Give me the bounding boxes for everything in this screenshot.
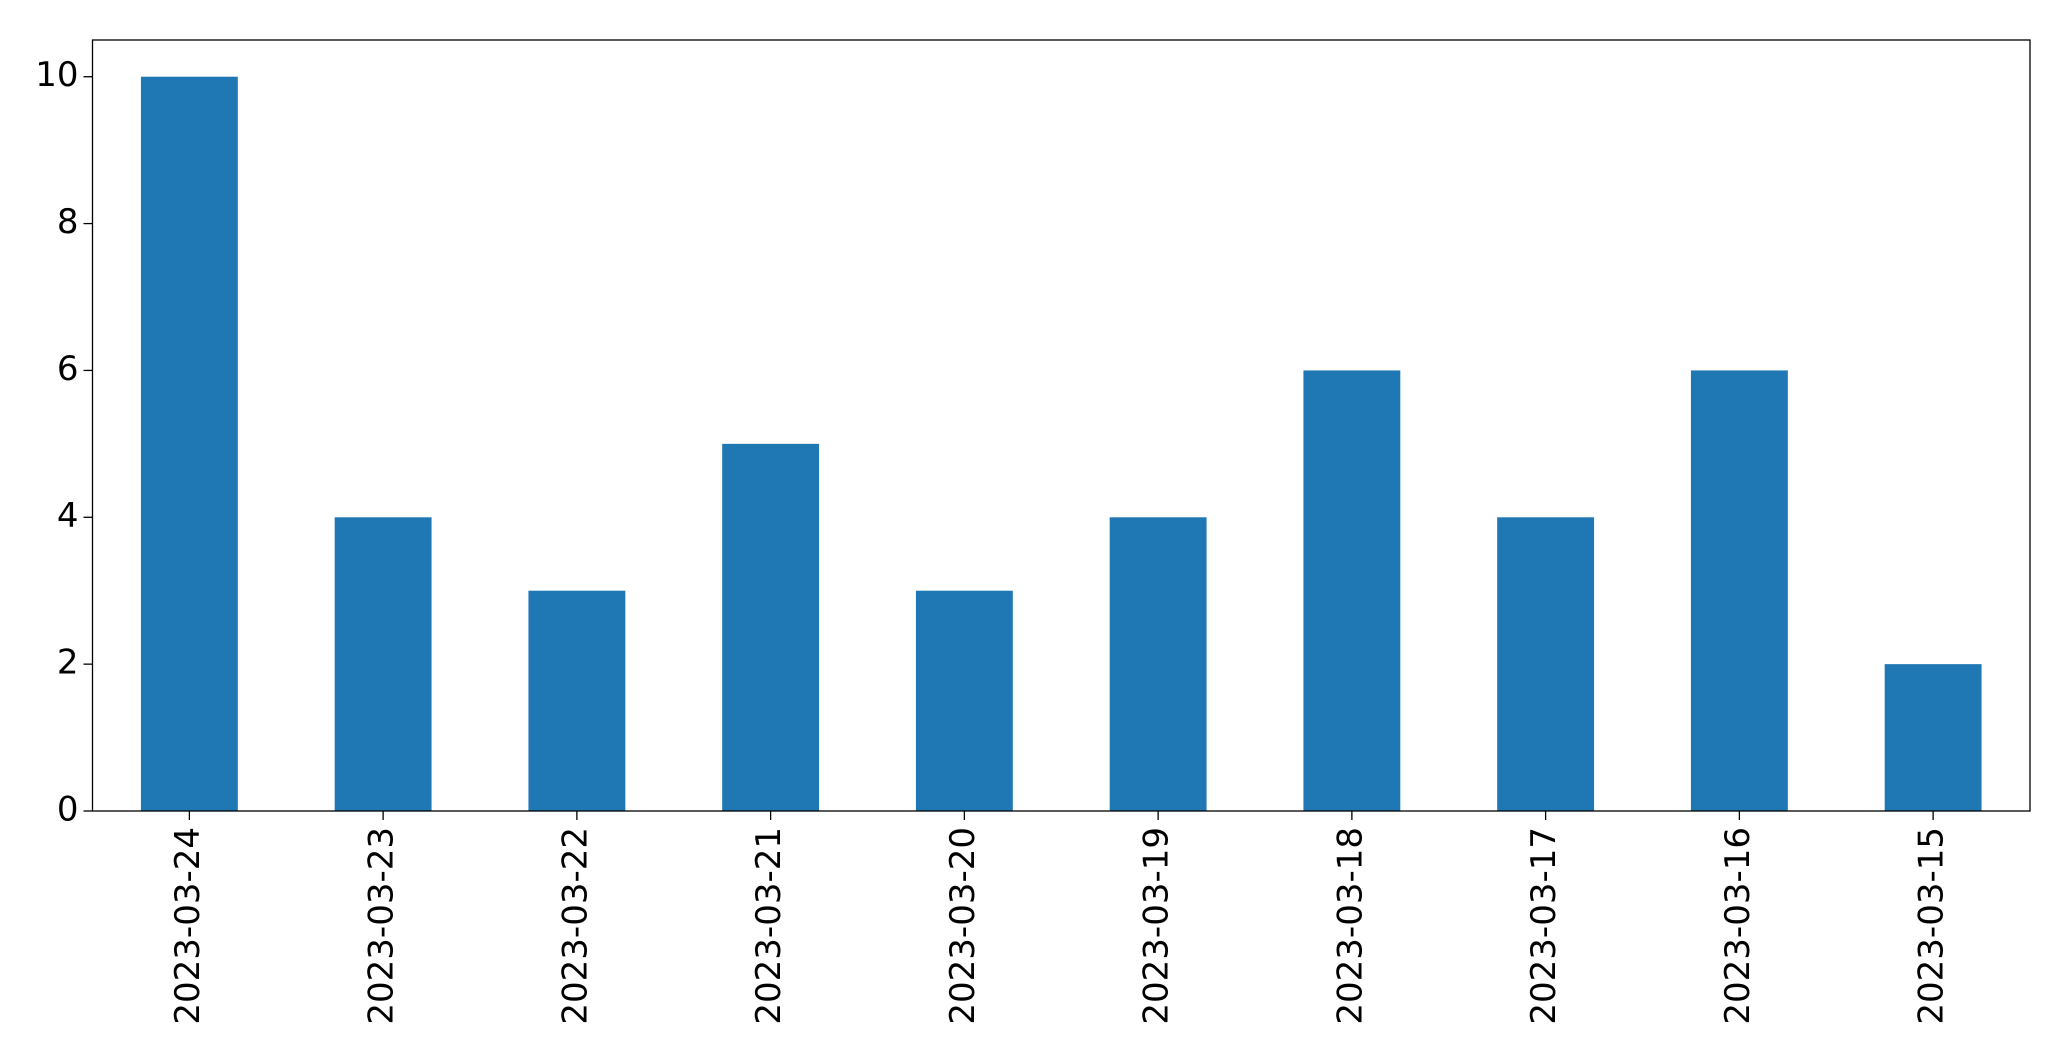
x-tick-label: 2023-03-23 <box>362 827 402 1025</box>
bar <box>1690 370 1788 811</box>
plot-frame <box>91 39 2031 812</box>
x-tick-label: 2023-03-24 <box>168 827 208 1025</box>
x-tick-label: 2023-03-18 <box>1330 827 1370 1025</box>
bar <box>1109 517 1207 811</box>
bar <box>915 590 1013 811</box>
x-tick-label: 2023-03-20 <box>943 827 983 1025</box>
y-tick-label: 4 <box>57 496 79 536</box>
y-tick-label: 8 <box>57 202 79 242</box>
x-tick-label: 2023-03-16 <box>1718 827 1758 1025</box>
y-tick-label: 0 <box>57 790 79 830</box>
bar <box>1884 664 1982 811</box>
x-tick-label: 2023-03-17 <box>1524 827 1564 1025</box>
y-tick-label: 2 <box>57 643 79 683</box>
x-tick-label: 2023-03-15 <box>1912 827 1952 1025</box>
x-tick-label: 2023-03-21 <box>749 827 789 1025</box>
bar <box>334 517 432 811</box>
bar <box>528 590 626 811</box>
bar <box>140 76 238 811</box>
bar <box>1497 517 1595 811</box>
bar <box>1303 370 1401 811</box>
bar <box>722 443 820 811</box>
y-tick-label: 10 <box>35 55 78 95</box>
y-tick-label: 6 <box>57 349 79 389</box>
x-tick-label: 2023-03-22 <box>555 827 595 1025</box>
x-tick-label: 2023-03-19 <box>1137 827 1177 1025</box>
